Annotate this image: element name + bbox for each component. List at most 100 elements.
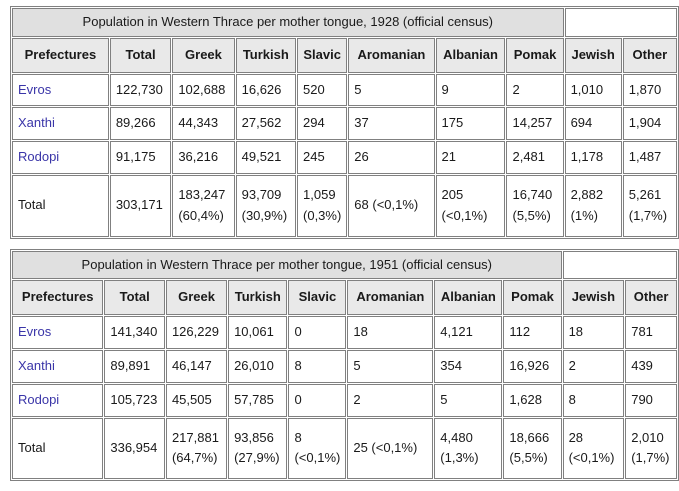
data-cell: 5: [434, 383, 503, 417]
table-row: Rodopi 105,723 45,505 57,785 0 2 5 1,628…: [12, 383, 677, 417]
data-cell: 2: [562, 349, 625, 383]
data-cell: 1,870: [622, 73, 677, 107]
caption-spacer-cell: [562, 250, 677, 280]
data-cell: 8: [562, 383, 625, 417]
total-cell: 217,881 (64,7%): [165, 417, 228, 480]
prefecture-cell: Evros: [12, 316, 104, 349]
data-cell: 9: [435, 73, 506, 107]
data-cell: 16,626: [235, 73, 297, 107]
data-cell: 122,730: [109, 73, 172, 107]
data-cell: 46,147: [165, 349, 228, 383]
data-cell: 294: [297, 107, 348, 141]
census-table-1928: Population in Western Thrace per mother …: [10, 6, 679, 239]
column-header-jewish: Jewish: [564, 37, 622, 73]
data-cell: 91,175: [109, 141, 172, 174]
data-cell: 2: [506, 73, 564, 107]
data-cell: 520: [297, 73, 348, 107]
prefecture-link-xanthi[interactable]: Xanthi: [18, 357, 55, 373]
data-cell: 5: [348, 73, 435, 107]
data-cell: 126,229: [165, 316, 228, 349]
total-cell: 2,882 (1%): [564, 174, 622, 237]
column-header-turkish: Turkish: [235, 37, 297, 73]
data-cell: 102,688: [172, 73, 235, 107]
prefecture-link-xanthi[interactable]: Xanthi: [18, 115, 55, 131]
table-row: Xanthi 89,891 46,147 26,010 8 5 354 16,9…: [12, 349, 677, 383]
column-header-aromanian: Aromanian: [347, 280, 434, 316]
column-header-prefectures: Prefectures: [12, 37, 109, 73]
total-cell: 18,666 (5,5%): [503, 417, 562, 480]
data-cell: 5: [347, 349, 434, 383]
table-row: Xanthi 89,266 44,343 27,562 294 37 175 1…: [12, 107, 677, 141]
data-cell: 14,257: [506, 107, 564, 141]
total-cell: 1,059 (0,3%): [297, 174, 348, 237]
column-header-total: Total: [104, 280, 165, 316]
prefecture-cell: Evros: [12, 73, 109, 107]
prefecture-link-evros[interactable]: Evros: [18, 324, 52, 340]
data-cell: 1,010: [564, 73, 622, 107]
data-cell: 89,891: [104, 349, 165, 383]
total-cell: 16,740 (5,5%): [506, 174, 564, 237]
data-cell: 21: [435, 141, 506, 174]
data-cell: 781: [625, 316, 677, 349]
data-cell: 18: [347, 316, 434, 349]
total-cell: 336,954: [104, 417, 165, 480]
total-cell: 2,010 (1,7%): [625, 417, 677, 480]
total-cell: 93,709 (30,9%): [235, 174, 297, 237]
column-header-slavic: Slavic: [297, 37, 348, 73]
data-cell: 0: [288, 316, 347, 349]
column-header-greek: Greek: [172, 37, 235, 73]
column-header-other: Other: [625, 280, 677, 316]
data-cell: 105,723: [104, 383, 165, 417]
total-cell: 8 (<0,1%): [288, 417, 347, 480]
data-cell: 4,121: [434, 316, 503, 349]
data-cell: 354: [434, 349, 503, 383]
data-cell: 57,785: [228, 383, 288, 417]
prefecture-link-evros[interactable]: Evros: [18, 81, 52, 97]
total-cell: 205 (<0,1%): [435, 174, 506, 237]
data-cell: 2: [347, 383, 434, 417]
prefecture-cell: Rodopi: [12, 383, 104, 417]
column-header-pomak: Pomak: [506, 37, 564, 73]
data-cell: 2,481: [506, 141, 564, 174]
census-table-1951: Population in Western Thrace per mother …: [10, 248, 679, 482]
data-cell: 36,216: [172, 141, 235, 174]
data-cell: 0: [288, 383, 347, 417]
column-header-albanian: Albanian: [434, 280, 503, 316]
total-cell: 25 (<0,1%): [347, 417, 434, 480]
data-cell: 790: [625, 383, 677, 417]
table-caption-row: Population in Western Thrace per mother …: [12, 250, 677, 280]
prefecture-cell: Xanthi: [12, 349, 104, 383]
total-cell: 68 (<0,1%): [348, 174, 435, 237]
header-row: Prefectures Total Greek Turkish Slavic A…: [12, 280, 677, 316]
column-header-slavic: Slavic: [288, 280, 347, 316]
column-header-albanian: Albanian: [435, 37, 506, 73]
column-header-total: Total: [109, 37, 172, 73]
table-caption-row: Population in Western Thrace per mother …: [12, 8, 677, 37]
total-cell: 28 (<0,1%): [562, 417, 625, 480]
table-caption: Population in Western Thrace per mother …: [12, 250, 562, 280]
prefecture-cell: Xanthi: [12, 107, 109, 141]
data-cell: 18: [562, 316, 625, 349]
total-cell: 93,856 (27,9%): [228, 417, 288, 480]
prefecture-cell: Rodopi: [12, 141, 109, 174]
total-row: Total 303,171 183,247 (60,4%) 93,709 (30…: [12, 174, 677, 237]
total-label: Total: [12, 417, 104, 480]
data-cell: 1,628: [503, 383, 562, 417]
total-row: Total 336,954 217,881 (64,7%) 93,856 (27…: [12, 417, 677, 480]
table-caption: Population in Western Thrace per mother …: [12, 8, 564, 37]
data-cell: 175: [435, 107, 506, 141]
table-row: Rodopi 91,175 36,216 49,521 245 26 21 2,…: [12, 141, 677, 174]
total-cell: 303,171: [109, 174, 172, 237]
column-header-greek: Greek: [165, 280, 228, 316]
column-header-pomak: Pomak: [503, 280, 562, 316]
column-header-jewish: Jewish: [562, 280, 625, 316]
prefecture-link-rodopi[interactable]: Rodopi: [18, 391, 60, 407]
data-cell: 89,266: [109, 107, 172, 141]
page: Population in Western Thrace per mother …: [10, 6, 679, 482]
data-cell: 44,343: [172, 107, 235, 141]
total-label: Total: [12, 174, 109, 237]
data-cell: 694: [564, 107, 622, 141]
column-header-turkish: Turkish: [228, 280, 288, 316]
prefecture-link-rodopi[interactable]: Rodopi: [18, 149, 60, 165]
total-cell: 5,261 (1,7%): [622, 174, 677, 237]
